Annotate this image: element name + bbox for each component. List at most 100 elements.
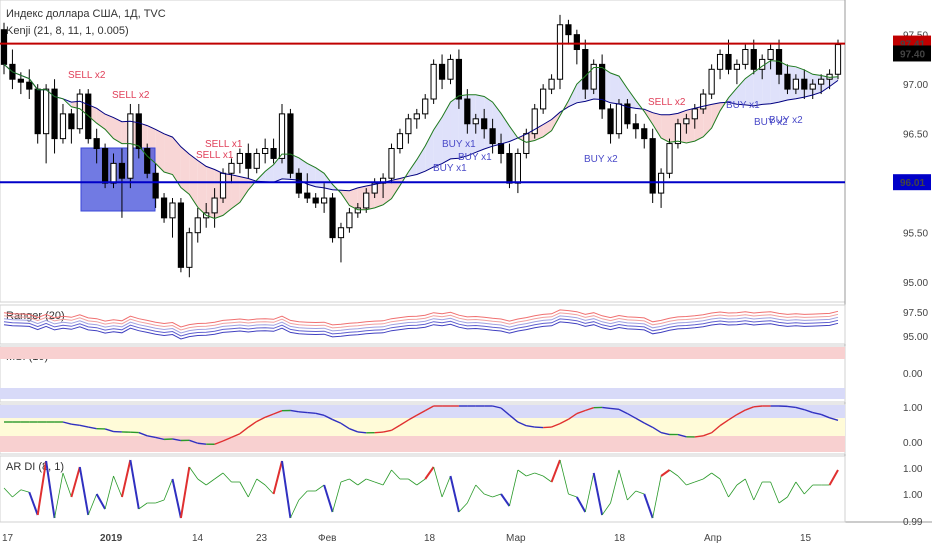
tdi-segment: [694, 435, 704, 438]
panel-frame: [0, 455, 846, 523]
tdi-segment: [62, 421, 72, 425]
candle: [464, 89, 471, 134]
price-levels[interactable]: [0, 42, 845, 184]
signal-label: BUY x1: [458, 152, 492, 163]
ardi-segment: [247, 478, 258, 498]
candle: [472, 113, 479, 134]
tdi-segment: [820, 413, 830, 419]
tdi-segment: [829, 417, 839, 422]
panel-tick: 95.00: [903, 332, 928, 343]
tdi-segment: [618, 408, 628, 415]
indicator-legend: Kenji (21, 8, 11, 1, 0.005): [6, 25, 129, 37]
signal-label: SELL x1: [205, 139, 243, 150]
tdi-segment: [492, 405, 502, 409]
candlesticks: [0, 14, 842, 278]
candle-body: [253, 152, 260, 169]
candle: [177, 198, 185, 273]
candle: [270, 138, 277, 164]
tdi-segment: [795, 406, 805, 411]
candle-body: [270, 148, 277, 159]
candle-body: [548, 78, 555, 90]
candle-body: [455, 58, 463, 100]
time-tick: 17: [2, 533, 14, 544]
panel-tick: 0.00: [903, 369, 923, 380]
tdi-segment: [247, 420, 258, 428]
candle-body: [194, 217, 201, 234]
candle: [59, 103, 67, 144]
selection-box: [80, 147, 156, 212]
ardi-segment: [3, 487, 13, 498]
candle-body: [51, 88, 58, 140]
last-price-tag-bg: [893, 45, 931, 62]
candle-body: [430, 63, 437, 100]
candle-body: [413, 113, 420, 120]
candle-body: [674, 123, 682, 145]
candle: [127, 103, 134, 189]
cloud-segment: [618, 76, 628, 108]
cloud-segment: [711, 102, 721, 129]
candle-body: [708, 68, 715, 95]
candle: [481, 108, 488, 139]
tdi-segment: [500, 407, 510, 416]
candle: [666, 138, 673, 179]
candle-body: [438, 63, 446, 80]
candle-body: [118, 162, 126, 179]
cloud-segment: [736, 78, 746, 105]
ardi-segment: [635, 490, 645, 495]
tdi-segment: [702, 432, 712, 437]
cloud-segment: [433, 116, 443, 167]
tdi-segment: [222, 436, 232, 442]
cloud-segment: [265, 164, 274, 183]
candle: [700, 89, 707, 114]
ardi-segment: [719, 478, 729, 498]
candle: [834, 39, 842, 80]
ardi-segment: [618, 469, 628, 501]
candle-body: [312, 197, 319, 204]
price-tick: 96.50: [903, 130, 928, 141]
cloud-segment: [728, 87, 737, 105]
candle-body: [700, 93, 707, 110]
tdi-segment: [610, 407, 620, 411]
ardi-segment: [104, 475, 114, 510]
candle-body: [582, 49, 589, 90]
candle-body: [514, 152, 521, 184]
price-axis[interactable]: 97.5097.0096.5096.0095.5095.0097.4197.40…: [893, 31, 931, 528]
time-axis[interactable]: 17 2019 14 23 Фев 18 Мар 18 Апр 15: [2, 533, 812, 544]
candle-body: [540, 88, 547, 110]
candle: [160, 193, 168, 223]
ranger-band: [3, 312, 839, 331]
tdi-segment: [416, 409, 426, 416]
ardi-segment: [575, 496, 587, 513]
ardi-segment: [382, 469, 392, 486]
ardi-segment: [391, 469, 401, 480]
tdi-segment: [812, 411, 822, 416]
signal-label: SELL x2: [112, 90, 150, 101]
tdi-segment: [264, 413, 274, 418]
candle: [186, 227, 193, 278]
candle: [683, 113, 690, 134]
candle-body: [590, 63, 597, 90]
candle: [767, 44, 774, 70]
ardi-segment: [155, 499, 165, 504]
candle: [144, 143, 151, 179]
cloud-segment: [610, 73, 619, 104]
tdi-segment: [526, 425, 535, 428]
candle-body: [497, 143, 505, 154]
cloud-segment: [416, 146, 426, 175]
candle-body: [725, 53, 732, 70]
ardi-segment: [163, 478, 173, 501]
ardi-segment: [36, 460, 48, 516]
ardi-segment: [54, 472, 64, 519]
candle: [228, 158, 235, 184]
candle: [573, 29, 580, 65]
candle-body: [792, 78, 799, 90]
candle: [430, 59, 437, 104]
ardi-segment: [441, 475, 451, 498]
candle-body: [649, 138, 656, 194]
cloud-segment: [450, 95, 459, 159]
ardi-segment: [340, 478, 350, 483]
candle-body: [573, 34, 580, 51]
panel-label: AR DI (8, 1): [6, 461, 64, 473]
